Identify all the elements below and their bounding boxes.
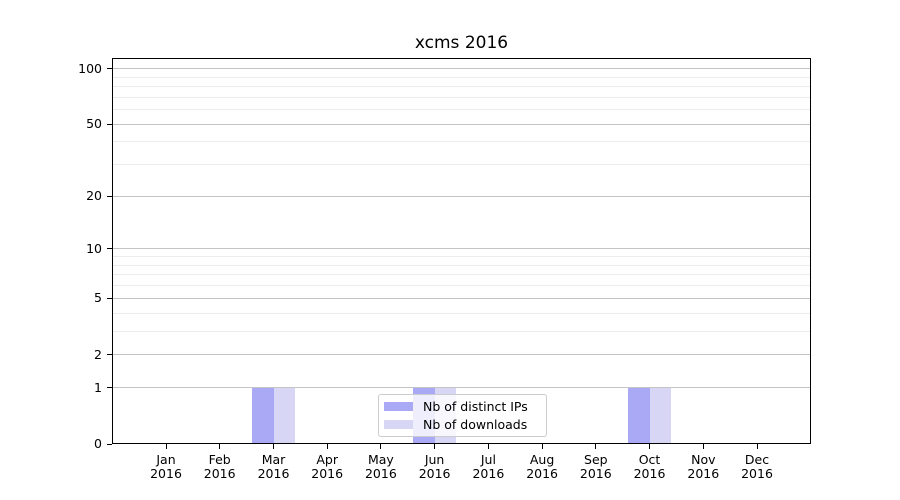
chart-title: xcms 2016 xyxy=(414,33,509,53)
x-tick-label: Jun 2016 xyxy=(395,453,475,481)
y-tick-mark xyxy=(107,387,112,389)
major-gridline xyxy=(112,195,811,197)
y-tick-mark xyxy=(107,248,112,250)
x-tick-month: Nov xyxy=(691,452,716,467)
x-tick-year: 2016 xyxy=(257,466,290,481)
bar-downloads xyxy=(649,387,671,443)
x-tick-label: Sep 2016 xyxy=(556,453,636,481)
x-tick-year: 2016 xyxy=(203,466,236,481)
x-tick-label: Oct 2016 xyxy=(610,453,690,481)
x-tick-month: Feb xyxy=(208,452,231,467)
x-tick-label: Mar 2016 xyxy=(234,453,314,481)
x-tick-mark xyxy=(165,444,167,449)
minor-gridline xyxy=(112,76,811,78)
minor-gridline xyxy=(112,312,811,314)
bar-downloads xyxy=(273,387,295,443)
minor-gridline xyxy=(112,285,811,287)
legend-item-downloads: Nb of downloads xyxy=(384,416,541,434)
major-gridline xyxy=(112,387,811,389)
y-tick-mark xyxy=(107,123,112,125)
x-tick-year: 2016 xyxy=(579,466,612,481)
x-tick-year: 2016 xyxy=(311,466,344,481)
bar-distinct-ips xyxy=(628,387,650,443)
x-tick-label: Dec 2016 xyxy=(717,453,797,481)
x-tick-mark xyxy=(326,444,328,449)
minor-gridline xyxy=(112,164,811,166)
legend-item-distinct-ips: Nb of distinct IPs xyxy=(384,398,541,416)
x-tick-month: Oct xyxy=(638,452,661,467)
x-tick-month: Aug xyxy=(529,452,555,467)
legend: Nb of distinct IPs Nb of downloads xyxy=(378,394,547,437)
y-tick-label: 50 xyxy=(86,116,102,132)
minor-gridline xyxy=(112,274,811,276)
minor-gridline xyxy=(112,141,811,143)
x-tick-year: 2016 xyxy=(687,466,720,481)
legend-swatch-distinct-ips-icon xyxy=(384,402,413,411)
minor-gridline xyxy=(112,330,811,332)
minor-gridline xyxy=(112,264,811,266)
y-tick-mark xyxy=(107,354,112,356)
legend-label-downloads: Nb of downloads xyxy=(423,416,528,432)
y-tick-label: 0 xyxy=(94,436,102,451)
x-tick-label: Jul 2016 xyxy=(448,453,528,481)
major-gridline xyxy=(112,248,811,250)
y-tick-label: 1 xyxy=(94,379,102,395)
y-tick-mark xyxy=(107,297,112,299)
x-tick-month: Jun xyxy=(424,452,445,467)
x-tick-mark xyxy=(273,444,274,449)
major-gridline xyxy=(112,123,811,125)
x-tick-month: May xyxy=(367,452,394,467)
x-tick-mark xyxy=(649,444,650,449)
y-tick-mark xyxy=(107,195,112,197)
x-tick-mark xyxy=(380,444,382,449)
x-tick-label: Jan 2016 xyxy=(126,453,206,481)
x-tick-mark xyxy=(702,444,704,449)
x-tick-label: Nov 2016 xyxy=(663,453,743,481)
x-tick-year: 2016 xyxy=(741,466,773,481)
x-tick-year: 2016 xyxy=(364,466,397,481)
major-gridline xyxy=(112,354,811,356)
x-tick-year: 2016 xyxy=(472,466,505,481)
x-tick-label: Aug 2016 xyxy=(502,453,582,481)
x-tick-mark xyxy=(434,444,436,449)
y-tick-label: 2 xyxy=(94,346,102,362)
minor-gridline xyxy=(112,109,811,111)
legend-label-distinct-ips: Nb of distinct IPs xyxy=(423,398,528,414)
x-tick-mark xyxy=(487,444,489,449)
x-tick-year: 2016 xyxy=(150,466,182,481)
x-tick-label: Apr 2016 xyxy=(287,453,367,481)
x-tick-year: 2016 xyxy=(418,466,451,481)
x-tick-month: Apr xyxy=(316,452,338,467)
x-tick-year: 2016 xyxy=(633,466,666,481)
x-tick-month: Mar xyxy=(261,452,286,467)
legend-swatch-downloads-icon xyxy=(384,420,413,429)
x-tick-month: Sep xyxy=(584,452,608,467)
bar-distinct-ips xyxy=(252,387,274,443)
minor-gridline xyxy=(112,86,811,87)
major-gridline xyxy=(112,68,811,70)
x-tick-month: Jan xyxy=(156,452,176,467)
y-tick-label: 100 xyxy=(78,60,102,76)
minor-gridline xyxy=(112,96,811,98)
minor-gridline xyxy=(112,256,811,258)
x-tick-mark xyxy=(595,444,597,449)
plot-area-border xyxy=(112,58,811,444)
y-tick-mark xyxy=(107,443,112,445)
x-tick-mark xyxy=(219,444,221,449)
x-tick-label: May 2016 xyxy=(341,453,421,481)
x-tick-month: Jul xyxy=(480,452,496,467)
y-tick-label: 10 xyxy=(86,240,102,256)
major-gridline xyxy=(112,297,811,299)
x-tick-month: Dec xyxy=(744,452,770,467)
x-tick-year: 2016 xyxy=(526,466,558,481)
x-tick-label: Feb 2016 xyxy=(180,453,260,481)
y-tick-label: 20 xyxy=(86,188,102,204)
y-tick-mark xyxy=(107,68,112,70)
x-tick-mark xyxy=(541,444,543,449)
y-tick-label: 5 xyxy=(94,290,102,306)
x-tick-mark xyxy=(756,444,758,449)
